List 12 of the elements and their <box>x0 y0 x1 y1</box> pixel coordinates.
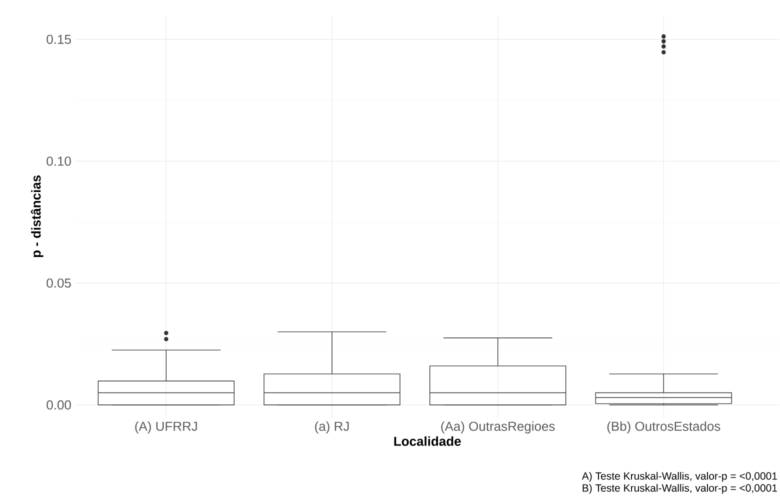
x-tick-label: (Bb) OutrosEstados <box>607 421 720 434</box>
x-axis-title: Localidade <box>394 436 461 446</box>
x-tick-label: (a) RJ <box>315 421 349 434</box>
y-tick-label: 0.10 <box>46 156 71 166</box>
y-axis-title: p - distâncias <box>30 176 44 258</box>
text: B) Teste Kruskal-Wallis, valor-p = <0,0001 <box>582 484 777 494</box>
y-tick-label: 0.05 <box>46 278 71 288</box>
y-tick-label: 0.15 <box>46 34 71 44</box>
y-tick-label: 0.00 <box>46 400 71 410</box>
x-tick-label: (Aa) OutrasRegioes <box>441 421 555 434</box>
text: A) Teste Kruskal-Wallis, valor-p = <0,0001 <box>582 472 777 482</box>
x-tick-label: (A) UFRRJ <box>135 421 197 434</box>
